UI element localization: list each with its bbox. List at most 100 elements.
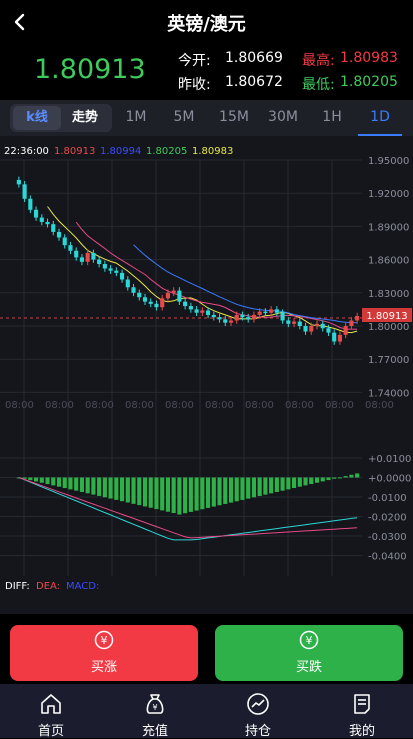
candle [91,252,96,260]
candle [355,316,360,321]
macd-bar [165,477,170,512]
macd-bar [74,477,79,491]
page-title: 英镑/澳元 [167,14,246,35]
nav-positions[interactable]: 持仓 [218,684,298,739]
macd-bar [34,477,39,482]
tab-trend[interactable]: 走势 [71,110,98,125]
y-tick-label: 1.80000 [368,322,409,333]
yen-down-glyph: ¥ [306,634,313,647]
high-label: 最高: [302,53,335,69]
buy-down-button[interactable]: ¥ 买跌 [215,625,403,681]
macd-bar [79,477,84,492]
macd-bar [223,477,228,504]
nav-mine[interactable]: 我的 [322,684,402,739]
high-value: 1.80983 [340,50,398,66]
candle [39,217,44,222]
period-1d[interactable]: 1D [358,100,402,136]
candle [228,320,234,323]
ma20-line [133,244,358,324]
y-tick-label: 1.77000 [368,355,409,366]
candle [320,323,325,329]
candle [240,314,245,318]
nav-home[interactable]: 首页 [11,684,91,739]
open-value: 1.80669 [225,50,283,66]
chart-area: 22:36:00 1.80913 1.80994 1.80205 1.80983… [0,136,413,614]
period-1m[interactable]: 1M [125,109,147,125]
macd-tick-label: -0.0100 [368,493,407,504]
candle [108,268,113,271]
candle [74,250,79,258]
macd-bar [91,477,96,495]
x-tick-label: 08:00 [205,400,234,411]
macd-bar [240,477,245,500]
nav-recharge[interactable]: ¥ 充值 [115,684,195,739]
candle [160,298,165,308]
candle [194,309,199,313]
macd-bar [286,477,291,490]
candle [349,320,354,326]
candle [269,309,274,313]
macd-bar [349,474,354,478]
kline-chart[interactable]: 22:36:00 1.80913 1.80994 1.80205 1.80983… [0,136,413,614]
candle [200,310,205,313]
chart-mode-toggle: k线 走势 [10,104,112,132]
candle [62,237,67,246]
tab-kline[interactable]: k线 [13,106,61,130]
candle [34,209,39,218]
macd-bar [269,477,274,494]
candle [309,326,314,332]
candle [97,259,102,265]
x-tick-label: 08:00 [85,400,114,411]
macd-bar [251,477,256,498]
period-15m[interactable]: 15M [219,109,249,125]
macd-bar [97,477,102,496]
candle [183,301,188,307]
macd-bar [177,477,182,515]
macd-bar [200,477,205,510]
back-arrow-icon[interactable] [8,8,32,36]
candle [148,301,153,304]
candle [337,334,342,342]
x-tick-label: 08:00 [365,400,394,411]
candle [28,198,33,210]
macd-diff-label: DIFF: [5,581,30,592]
macd-bar [85,477,90,494]
y-tick-label: 1.92000 [368,189,409,200]
last-price-tag-text: 1.80913 [366,311,407,322]
candle [16,179,21,185]
macd-bar [326,477,331,481]
macd-bar [292,477,297,489]
macd-bar [102,477,107,498]
macd-tick-label: +0.0100 [368,454,411,465]
candle [142,297,148,302]
document-icon [354,694,370,714]
y-tick-label: 1.89000 [368,222,409,233]
macd-bar [114,477,119,500]
period-1h[interactable]: 1H [322,109,342,125]
y-tick-label: 1.83000 [368,289,409,300]
period-5m[interactable]: 5M [173,109,195,125]
x-tick-label: 08:00 [5,400,34,411]
period-30m[interactable]: 30M [268,109,298,125]
quote-panel: 1.80913 今开: 1.80669 最高: 1.80983 昨收: 1.80… [0,46,413,98]
candle [343,326,348,335]
macd-dea-line [18,477,358,539]
buy-up-button[interactable]: ¥ 买涨 [10,625,198,681]
candle [263,311,268,314]
last-price-tag: 1.80913 [362,308,412,322]
macd-bar [246,477,251,499]
candle [85,252,90,262]
macd-bar [183,477,188,514]
candle [171,290,176,293]
macd-bar [171,477,176,514]
candle [246,317,251,320]
candle [274,309,279,313]
money-bag-icon: ¥ [146,694,164,714]
candle [292,321,297,324]
candle [51,224,56,232]
y-tick-label: 1.86000 [368,256,409,267]
macd-dea-label: DEA: [36,581,60,592]
macd-bar [297,477,302,487]
macd-bar [56,477,62,487]
macd-bar [211,477,216,507]
